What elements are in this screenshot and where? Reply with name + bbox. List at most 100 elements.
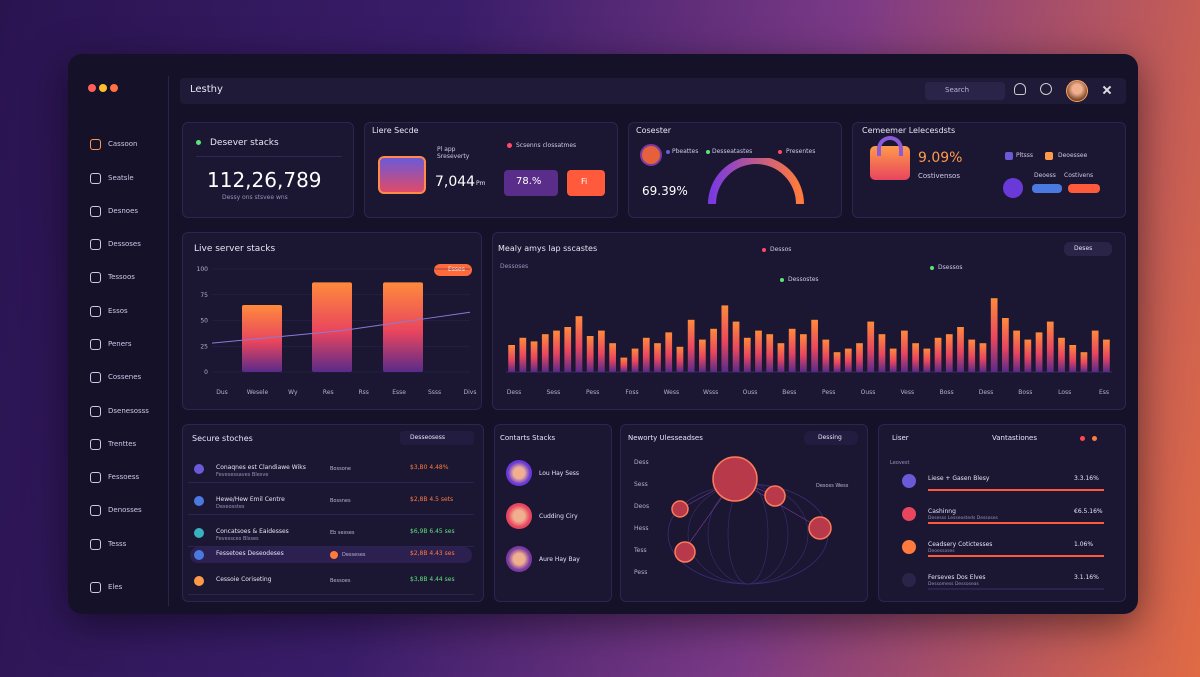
row-value: $3,8B 4.44 ses [410,576,455,583]
chart-subtitle: Dessoses [500,263,529,270]
card-value: 69.39% [642,184,688,198]
user-icon[interactable] [902,507,916,521]
x-tick-label: Boss [1018,389,1032,396]
label: Deoess [1034,172,1056,179]
globe [667,483,829,585]
chart-button[interactable] [434,264,472,276]
sidebar-icon[interactable] [90,505,101,516]
sidebar-icon[interactable] [90,472,101,483]
row-name: Conaqnes est Clandiawe Wiks [216,464,306,471]
user-icon[interactable] [902,540,916,554]
search-box[interactable] [925,82,1005,100]
bar [822,339,830,372]
axis-label: Dess [634,459,649,466]
contact-avatar[interactable] [506,503,532,529]
y-tick-label: 100 [197,266,209,273]
divider [196,156,342,157]
y-tick-label: 75 [200,292,208,299]
x-tick-label: Loss [1058,389,1071,396]
sidebar-item: Tesss [108,540,127,548]
chart: Dess Sess Pess Foss Wess Wsss Ouss Bess Pess Ouss… [506,298,1112,396]
card-value: 9.09% [918,150,963,166]
card-value: 7,044 [435,174,476,190]
card-caption: Dessy ons stsvee wns [222,194,288,201]
sidebar-icon[interactable] [90,239,101,250]
window-dot [110,84,118,92]
panel-title: Liser [892,434,909,442]
sidebar-icon[interactable] [90,306,101,317]
y-tick-label: 25 [200,343,208,350]
user-name: Ceadsery Cotictesses [928,541,993,548]
sidebar-icon[interactable] [90,206,101,217]
sidebar-icon[interactable] [90,582,101,593]
row-value: $2,8B 4.43 ses [410,550,455,557]
settings-icon[interactable] [1040,83,1052,95]
sidebar-item: Desnoes [108,207,139,215]
sidebar-icon[interactable] [90,173,101,184]
row-icon [194,464,204,474]
sidebar-icon[interactable] [90,406,101,417]
bar [755,330,762,372]
button[interactable] [1068,184,1100,193]
user-icon[interactable] [902,474,916,488]
sidebar-icon[interactable] [90,539,101,550]
user-name: Liese + Gasen Blesy [928,475,990,482]
bar [676,346,684,372]
legend-item: Dessos [770,246,792,253]
progress-bar [928,489,1104,491]
row-status: Bossnes [330,498,351,504]
table-panel [182,424,484,602]
sidebar-item: Cassoon [108,140,138,148]
card-title: Cosester [636,126,672,135]
bar [979,343,987,372]
bar [912,343,919,372]
user-name: Ferseves Dos Elves [928,574,986,581]
tag-dot [507,143,512,148]
sidebar-icon[interactable] [90,439,101,450]
dropdown[interactable] [400,431,474,445]
sidebar-item: Dessoses [108,240,141,248]
user-sub: Dessomess Dessoseas [928,582,979,587]
user-sub: Deoessoses [928,549,955,554]
sidebar-item: Seatsle [108,174,134,182]
x-tick-label: Ouss [861,389,876,396]
card-title: Cemeemer Lelecesdsts [862,126,956,135]
bar [934,337,942,372]
bar [312,282,352,372]
card-tag: Scsenns clossatmes [516,142,577,149]
contact-avatar[interactable] [506,460,532,486]
x-tick-label: Sess [546,389,560,396]
row-name: Hewe/Hew Emil Centre [216,496,285,503]
button[interactable] [1032,184,1062,193]
notification-icon[interactable] [1014,83,1026,95]
x-tick-label: Wesele [247,389,269,396]
sidebar-item: Denosses [108,506,142,514]
bar [620,357,628,372]
indicator [1080,436,1085,441]
sidebar-icon[interactable] [90,339,101,350]
contact-avatar[interactable] [506,546,532,572]
panel-subtitle: Vantastiones [992,434,1038,442]
bar [1080,352,1088,372]
row-status: Bessoes [330,578,351,584]
sidebar-item: Peners [108,340,132,348]
sidebar-icon[interactable] [90,139,101,150]
row-icon [194,496,204,506]
avatar[interactable] [1066,80,1088,102]
dropdown[interactable] [804,431,858,445]
user-icon[interactable] [902,573,916,587]
bar [833,352,841,372]
sidebar-item: Trenttes [108,440,137,448]
button-label: Esses [448,266,465,273]
card-title: Desever stacks [210,138,279,148]
badge[interactable] [567,170,605,196]
row-status: Desseses [342,552,366,558]
sidebar-icon[interactable] [90,372,101,383]
network-node [808,516,832,540]
sidebar-icon[interactable] [90,272,101,283]
chart-button[interactable] [1064,242,1112,256]
bar [1046,321,1054,372]
x-tick-label: Wy [288,389,298,396]
row-value: $2,8B 4.5 sets [410,496,454,503]
